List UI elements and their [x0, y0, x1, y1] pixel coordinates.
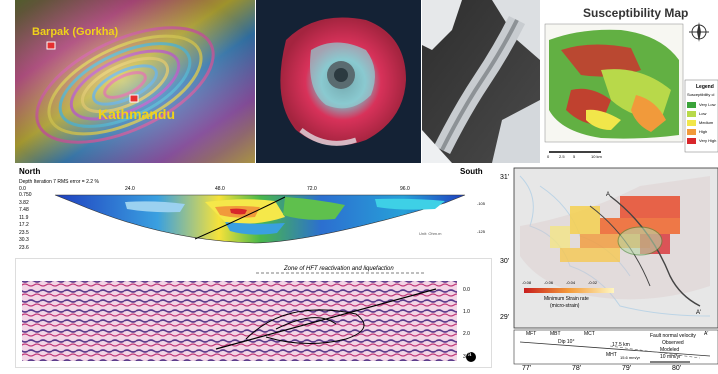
- lon-label: 79': [622, 365, 632, 372]
- top-tick: 96.0: [400, 186, 410, 192]
- glacier-satellite-panel: [422, 0, 540, 163]
- right-depth-tick: -125: [477, 229, 486, 234]
- depth-tick: 0.750: [19, 192, 32, 198]
- observed-label: Observed: [662, 340, 684, 346]
- depth-tick: 7.48: [19, 207, 29, 213]
- gpr-radargram: [22, 272, 476, 362]
- top-tick: 72.0: [307, 186, 317, 192]
- legend-subtitle: Susceptibility cl: [687, 92, 715, 97]
- volcano-image: [256, 0, 421, 163]
- legend-swatch: [687, 137, 696, 144]
- resistivity-section-panel: North South Depth Iteration 7 RMS error …: [15, 167, 495, 252]
- scale-bar-labels: 0 2.5 5 10 km: [547, 154, 607, 162]
- iteration-header: Depth Iteration 7 RMS error = 2.2 %: [19, 179, 99, 185]
- volcano-satellite-panel: [256, 0, 421, 163]
- glacier-image: [422, 0, 540, 163]
- section-label: A': [704, 331, 709, 337]
- resistivity-section: [54, 194, 466, 244]
- lat-label: 30': [500, 258, 510, 265]
- legend-list: Very Low Low Medium High Very High: [687, 100, 716, 145]
- lon-label: 80': [672, 365, 682, 372]
- lon-label: 77': [522, 365, 532, 372]
- legend-item: High: [687, 127, 716, 136]
- unit-note: Unit: Ohm.m: [419, 231, 442, 236]
- point-b-label: A': [696, 310, 702, 316]
- gpr-badge: a: [468, 352, 472, 358]
- strain-tick: -0.04: [566, 280, 576, 285]
- point-a-label: A: [606, 192, 611, 198]
- legend-swatch: [687, 101, 696, 108]
- velocity-scale-label: 10 mm/yr: [660, 354, 681, 360]
- strain-tick: -0.08: [522, 280, 532, 285]
- section-label: MFT: [526, 331, 537, 337]
- susceptibility-map-panel: Susceptibility Map Legend Susceptibility…: [541, 0, 718, 163]
- lon-label: 78': [572, 365, 582, 372]
- legend-label: Medium: [699, 120, 714, 125]
- gpr-profile-panel: Zone of HFT reactivation and liquefactio…: [15, 258, 492, 368]
- fault-normal-label: Fault normal velocity: [650, 333, 696, 339]
- legend-swatch: [687, 110, 696, 117]
- legend-item: Very High: [687, 136, 716, 145]
- depth-tick: 30.3: [19, 237, 29, 243]
- mht-label: MHT: [606, 352, 617, 358]
- depth-tick: 11.9: [19, 214, 29, 221]
- place-kathmandu-label: Kathmandu: [98, 106, 175, 122]
- legend-item: Low: [687, 109, 716, 118]
- zone-label: Zone of HFT reactivation and liquefactio…: [284, 266, 394, 272]
- dip-label: Dip 10°: [558, 339, 575, 345]
- strain-tick: -0.02: [588, 280, 598, 285]
- strain-map: [513, 167, 718, 365]
- legend-label: Very High: [699, 138, 717, 143]
- lat-label: 31': [500, 174, 510, 181]
- legend-swatch: [687, 119, 696, 126]
- right-depth-tick: -105: [477, 201, 486, 206]
- south-label: South: [460, 167, 483, 176]
- legend-label: Low: [699, 111, 707, 116]
- depth-tick: 23.5: [19, 229, 29, 236]
- top-tick: 24.0: [125, 186, 135, 192]
- legend-label: Very Low: [699, 102, 716, 107]
- scale-label: 0: [547, 154, 550, 159]
- min-strain-unit: (micro-strain): [550, 303, 580, 309]
- scale-label: 5: [573, 154, 576, 159]
- depth-label: 17.5 km: [612, 342, 630, 348]
- lat-label: 29': [500, 314, 510, 321]
- depth-tick: 17.2: [19, 222, 29, 228]
- depth-tick: 3.82: [19, 199, 29, 206]
- insar-interferogram: [15, 0, 255, 163]
- section-label: MBT: [550, 331, 561, 337]
- time-tick: 3.0: [463, 354, 470, 360]
- min-strain-title: Minimum Strain rate: [544, 296, 589, 302]
- place-barpak-label: Barpak (Gorkha): [32, 26, 119, 38]
- legend-swatch: [687, 128, 696, 135]
- time-tick: 2.0: [463, 331, 470, 337]
- top-tick: 48.0: [215, 186, 225, 192]
- strain-tick: -0.06: [544, 280, 554, 285]
- scale-label: 10 km: [591, 154, 602, 159]
- scale-label: 2.5: [559, 154, 565, 159]
- insar-panel: Barpak (Gorkha) Kathmandu: [15, 0, 255, 163]
- legend-item: Medium: [687, 118, 716, 127]
- velocity-note: 15.6 mm/yr: [620, 355, 641, 360]
- top-tick: 0.0: [19, 186, 26, 192]
- modeled-label: Modeled: [660, 347, 680, 353]
- legend-title: Legend: [696, 84, 714, 90]
- susceptibility-title: Susceptibility Map: [583, 6, 689, 20]
- time-tick: 0.0: [463, 287, 470, 293]
- section-label: MCT: [584, 331, 595, 337]
- north-label: North: [19, 167, 41, 176]
- depth-axis: 0.750 3.82 7.48 11.9 17.2 23.5 30.3 23.6: [19, 192, 32, 252]
- strain-rate-map-panel: 31' 30' 29' 77' 78' 79' 80' Minimum Stra…: [500, 166, 718, 374]
- susceptibility-map: [544, 22, 718, 153]
- legend-label: High: [699, 129, 708, 134]
- legend-item: Very Low: [687, 100, 716, 109]
- time-tick: 1.0: [463, 309, 470, 315]
- depth-tick: 23.6: [19, 244, 29, 251]
